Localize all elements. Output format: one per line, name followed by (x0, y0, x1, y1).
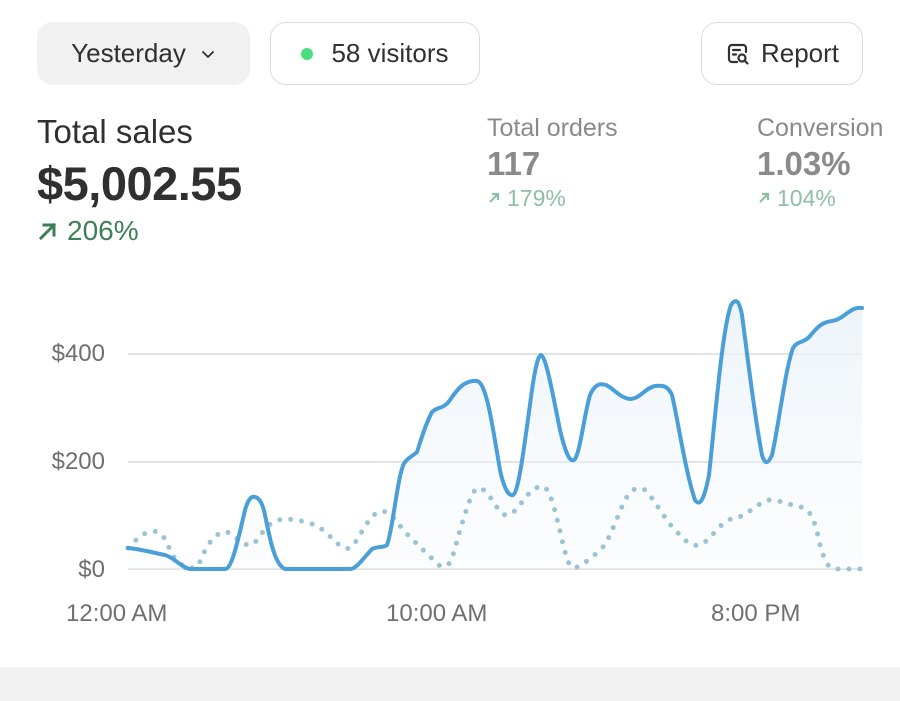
chevron-down-icon (201, 50, 214, 58)
x-tick-12am: 12:00 AM (66, 600, 168, 627)
total-sales-label: Total sales (37, 113, 193, 150)
top-bar: Yesterday 58 visitors Report (0, 0, 900, 100)
period-dropdown[interactable]: Yesterday (37, 22, 250, 85)
total-orders-label: Total orders (487, 114, 618, 142)
series-fill-area (128, 301, 862, 569)
period-label: Yesterday (71, 38, 186, 68)
metric-total-orders[interactable]: Total orders 117 179% (487, 112, 618, 212)
conversion-delta: 104% (757, 184, 900, 212)
live-status-dot-icon (301, 47, 314, 60)
arrow-up-right-icon (38, 222, 57, 241)
y-tick-400: $400 (51, 340, 105, 367)
total-sales-value: $5,002.55 (37, 157, 242, 210)
report-search-icon (727, 43, 749, 65)
arrow-up-right-icon (489, 192, 500, 203)
report-label: Report (760, 38, 840, 68)
bottom-divider-band (0, 667, 900, 701)
x-tick-10am: 10:00 AM (386, 600, 488, 627)
conversion-label: Conversion (757, 114, 884, 142)
live-visitors-button[interactable]: 58 visitors (270, 22, 480, 85)
conversion-delta-value: 104% (777, 185, 836, 211)
total-sales-delta-value: 206% (67, 215, 139, 246)
y-tick-0: $0 (78, 556, 105, 583)
total-orders-delta-value: 179% (507, 185, 566, 211)
total-sales-delta: 206% (37, 214, 242, 248)
report-button[interactable]: Report (701, 22, 863, 85)
chart-plot-area (125, 299, 864, 572)
total-orders-value: 117 (487, 145, 541, 182)
metric-total-sales[interactable]: Total sales $5,002.55 206% (37, 112, 242, 248)
sales-chart[interactable]: $400 $200 $0 12:00 AM 10:00 AM 8:00 PM (0, 280, 900, 650)
visitors-label: 58 visitors (331, 38, 449, 68)
conversion-value: 1.03% (757, 145, 851, 182)
series-yesterday-line (126, 299, 864, 571)
metric-conversion[interactable]: Conversion 1.03% 104% (757, 112, 900, 212)
series-previous-period-line (125, 483, 863, 572)
total-orders-delta: 179% (487, 184, 618, 212)
y-tick-200: $200 (51, 448, 105, 475)
x-tick-8pm: 8:00 PM (711, 600, 801, 627)
arrow-up-right-icon (759, 192, 770, 203)
